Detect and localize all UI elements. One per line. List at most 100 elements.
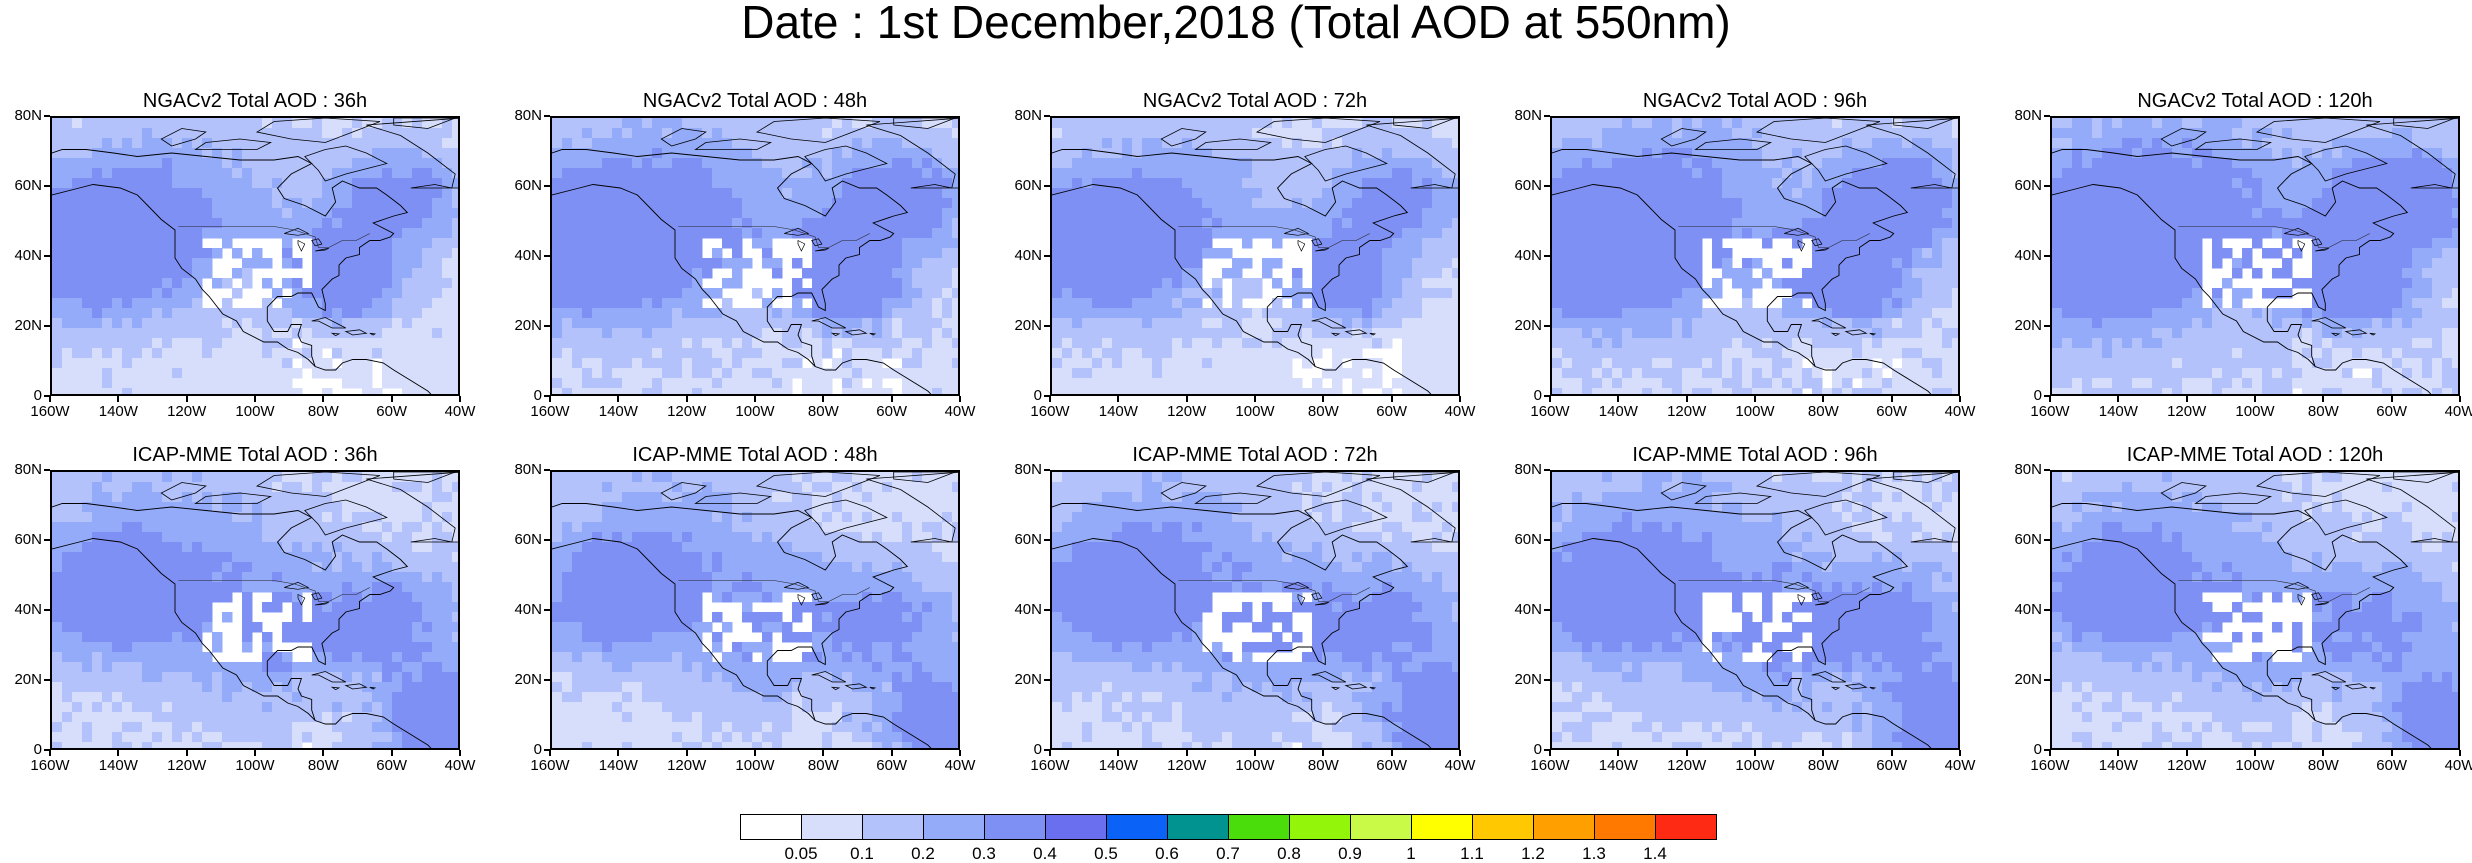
aod-cell [692,258,703,269]
aod-cell [142,328,153,339]
aod-cell [722,128,733,139]
aod-cell [1652,178,1663,189]
aod-cell [1292,178,1303,189]
aod-cell [1082,268,1093,279]
aod-cell [1152,358,1163,369]
aod-cell [412,328,423,339]
aod-cell [762,138,773,149]
aod-cell [1582,358,1593,369]
aod-cell [612,368,623,379]
aod-cell [862,338,873,349]
aod-cell [252,218,263,229]
aod-cell [1932,248,1943,259]
aod-cell [82,228,93,239]
aod-cell [1662,118,1673,129]
aod-cell [1742,128,1753,139]
aod-cell [1452,128,1460,139]
aod-cell [1252,168,1263,179]
aod-cell [142,238,153,249]
aod-cell [1902,358,1913,369]
aod-cell [1212,288,1223,299]
aod-cell [692,358,703,369]
aod-cell [1802,148,1813,159]
aod-cell [1892,158,1903,169]
aod-cell [382,148,393,159]
aod-cell [1832,248,1843,259]
aod-cell [1072,248,1083,259]
aod-cell [112,348,123,359]
aod-cell [1562,168,1573,179]
aod-cell [2432,178,2443,189]
aod-cell [652,278,663,289]
aod-cell [92,208,103,219]
aod-cell [802,168,813,179]
aod-cell [92,328,103,339]
aod-cell [1202,308,1213,319]
aod-cell [1842,278,1853,289]
aod-cell [372,268,383,279]
aod-cell [932,348,943,359]
aod-cell [872,388,883,396]
aod-cell [1412,158,1423,169]
aod-cell [182,138,193,149]
aod-cell [1662,388,1673,396]
aod-cell [422,228,433,239]
aod-cell [1132,118,1143,129]
aod-cell [1392,148,1403,159]
aod-cell [1902,168,1913,179]
aod-cell [1882,198,1893,209]
aod-cell [1722,348,1733,359]
aod-cell [1082,118,1093,129]
aod-cell [1852,328,1863,339]
aod-cell [112,158,123,169]
aod-cell [922,358,933,369]
aod-cell [612,168,623,179]
longitude-label: 100W [1725,404,1785,420]
aod-cell [1372,328,1383,339]
aod-cell [592,148,603,159]
aod-cell [282,388,293,396]
aod-cell [1632,258,1643,269]
aod-cell [192,158,203,169]
aod-cell [2092,158,2103,169]
aod-cell [362,378,373,389]
aod-cell [1602,298,1613,309]
aod-cell [1832,298,1843,309]
aod-cell [1282,348,1293,359]
aod-cell [1162,298,1173,309]
aod-cell [372,198,383,209]
aod-cell [862,368,873,379]
panel-title: NGACv2 Total AOD : 48h [550,90,960,112]
aod-cell [1402,128,1413,139]
aod-cell [152,238,163,249]
aod-cell [642,368,653,379]
aod-cell [742,198,753,209]
aod-cell [302,318,313,329]
aod-cell [222,388,233,396]
aod-cell [1082,238,1093,249]
aod-cell [2322,118,2333,129]
aod-cell [132,378,143,389]
aod-cell [1672,338,1683,349]
aod-cell [592,318,603,329]
aod-cell [282,138,293,149]
aod-cell [422,168,433,179]
aod-cell [732,218,743,229]
aod-cell [1942,388,1953,396]
aod-cell [1762,228,1773,239]
aod-cell [92,138,103,149]
aod-cell [292,308,303,319]
aod-cell [1322,298,1333,309]
aod-cell [2102,148,2113,159]
aod-cell [402,278,413,289]
aod-cell [1752,358,1763,369]
aod-cell [1372,208,1383,219]
aod-cell [1702,178,1713,189]
aod-cell [392,168,403,179]
aod-cell [1822,198,1833,209]
aod-cell [2342,208,2353,219]
aod-cell [872,318,883,329]
aod-cell [1872,168,1883,179]
aod-cell [582,288,593,299]
aod-cell [842,158,853,169]
